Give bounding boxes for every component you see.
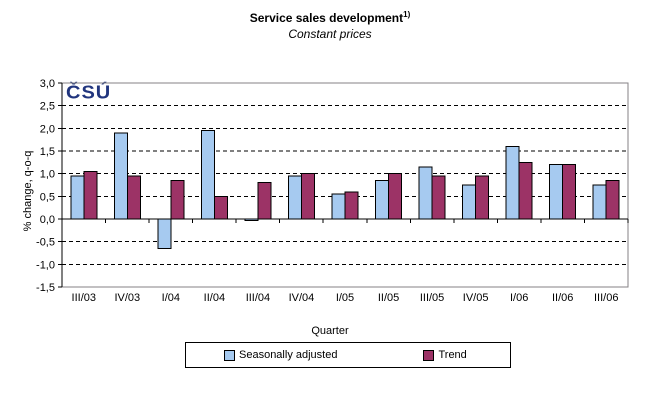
footnote-marker: 1) <box>403 10 411 19</box>
y-tick-label: -1,0 <box>36 259 55 271</box>
bar-seasonally-adjusted-IV/05 <box>462 184 477 220</box>
bar-trend-IV/03 <box>126 175 141 220</box>
bar-trend-IV/05 <box>475 175 490 220</box>
bar-seasonally-adjusted-II/05 <box>375 179 390 220</box>
bar-seasonally-adjusted-I/05 <box>331 193 346 220</box>
x-axis-title: Quarter <box>311 325 349 337</box>
y-tick-label: 0,5 <box>40 191 55 203</box>
bar-seasonally-adjusted-III/03 <box>70 175 85 220</box>
bar-chart-plot: 3,0 2,5 2,0 1,5 1,0 0,5 0,0 -0,5 -1,0 -1,5 III/03 I… <box>36 78 629 304</box>
bar-seasonally-adjusted-II/04 <box>200 130 215 220</box>
legend-item-seasonally-adjusted: Seasonally adjusted <box>224 349 337 361</box>
bar-trend-III/04 <box>257 182 272 220</box>
bar-trend-III/06 <box>605 179 620 220</box>
y-tick-label: -0,5 <box>36 237 55 249</box>
bar-seasonally-adjusted-III/05 <box>418 166 433 220</box>
x-category-label: I/05 <box>336 292 354 304</box>
x-category-label: IV/03 <box>114 292 140 304</box>
y-tick-label: 0,0 <box>40 214 55 226</box>
trend-swatch-icon <box>423 349 435 361</box>
y-tick-label: -1,5 <box>36 282 55 294</box>
legend-label: Trend <box>438 349 467 361</box>
x-category-label: III/06 <box>594 292 618 304</box>
bar-trend-III/03 <box>83 170 98 220</box>
bar-seasonally-adjusted-IV/04 <box>287 175 302 220</box>
bar-seasonally-adjusted-I/06 <box>505 145 520 220</box>
y-tick-label: 3,0 <box>40 78 55 90</box>
bar-seasonally-adjusted-IV/03 <box>113 132 128 220</box>
bar-trend-I/06 <box>518 161 533 220</box>
plot-border <box>61 82 629 288</box>
csu-logo: ČSÚ <box>66 83 112 104</box>
y-tick-label: 1,5 <box>40 146 55 158</box>
chart-title: Service sales development1) <box>249 10 411 25</box>
x-category-label: I/04 <box>162 292 180 304</box>
chart-subtitle: Constant prices <box>288 27 372 41</box>
chart-header: Service sales development1) Constant pri… <box>0 10 660 41</box>
legend: Seasonally adjusted Trend <box>185 342 511 368</box>
x-category-label: III/03 <box>72 292 96 304</box>
bar-trend-II/04 <box>213 195 228 220</box>
x-category-label: II/05 <box>378 292 399 304</box>
bar-trend-III/05 <box>431 175 446 220</box>
y-tick-label: 2,0 <box>40 123 55 135</box>
x-category-label: II/06 <box>552 292 573 304</box>
bar-seasonally-adjusted-II/06 <box>549 164 564 220</box>
x-category-label: IV/04 <box>289 292 315 304</box>
legend-label: Seasonally adjusted <box>239 349 338 361</box>
legend-item-trend: Trend <box>423 349 467 361</box>
bar-trend-II/06 <box>562 164 577 220</box>
y-tick-label: 2,5 <box>40 101 55 113</box>
bar-seasonally-adjusted-III/04 <box>244 218 259 221</box>
x-category-label: II/04 <box>204 292 225 304</box>
x-category-label: III/05 <box>420 292 444 304</box>
x-category-label: I/06 <box>510 292 528 304</box>
x-category-label: III/04 <box>246 292 270 304</box>
bar-seasonally-adjusted-III/06 <box>592 184 607 220</box>
bar-trend-I/05 <box>344 191 359 220</box>
bar-trend-I/04 <box>170 179 185 220</box>
bar-trend-IV/04 <box>300 173 315 220</box>
seasonally-adjusted-swatch-icon <box>224 349 235 361</box>
y-tick-label: 1,0 <box>40 169 55 181</box>
x-category-label: IV/05 <box>463 292 489 304</box>
bar-seasonally-adjusted-I/04 <box>157 218 172 249</box>
bar-trend-II/05 <box>388 173 403 220</box>
